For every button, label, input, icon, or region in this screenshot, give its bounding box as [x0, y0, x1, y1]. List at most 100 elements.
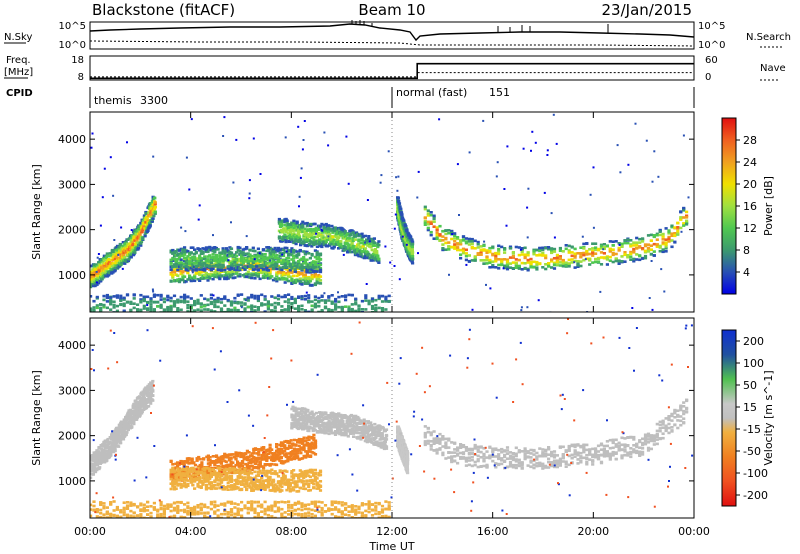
- range-cell: [337, 247, 341, 250]
- range-cell: [658, 230, 662, 233]
- range-cell: [488, 261, 492, 264]
- range-cell: [470, 237, 474, 241]
- range-cell: [296, 225, 300, 229]
- range-cell: [97, 450, 101, 453]
- range-cell: [511, 251, 515, 254]
- range-cell: [169, 280, 173, 283]
- range-cell: [370, 307, 375, 310]
- range-cell: [199, 249, 203, 253]
- range-cell: [209, 248, 213, 252]
- range-cell: [171, 265, 175, 268]
- scatter-cell: [252, 137, 255, 140]
- range-cell: [285, 221, 289, 224]
- range-cell: [447, 231, 451, 235]
- range-cell: [223, 254, 227, 257]
- scatter-cell: [188, 188, 191, 191]
- scatter-cell: [485, 283, 487, 286]
- range-cell: [194, 261, 198, 265]
- range-cell: [374, 298, 378, 302]
- range-cell: [229, 300, 234, 303]
- range-cell: [567, 262, 571, 265]
- scatter-cell: [323, 292, 326, 295]
- range-cell: [290, 303, 294, 306]
- range-cell: [183, 246, 187, 249]
- range-cell: [602, 252, 606, 255]
- range-cell: [255, 267, 259, 271]
- range-cell: [223, 295, 227, 298]
- range-cell: [351, 313, 354, 316]
- range-cell: [283, 294, 287, 297]
- range-cell: [96, 314, 99, 317]
- range-cell: [119, 314, 122, 317]
- scatter-cell: [90, 146, 93, 149]
- range-cell: [265, 266, 269, 270]
- range-cell: [283, 295, 287, 299]
- range-cell: [384, 297, 388, 301]
- range-cell: [220, 315, 223, 318]
- range-cell: [453, 234, 457, 237]
- range-cell: [156, 315, 159, 318]
- range-cell: [576, 260, 580, 263]
- range-cell: [423, 223, 427, 226]
- scatter-cell: [398, 278, 401, 281]
- range-cell: [263, 298, 267, 301]
- range-cell: [623, 251, 627, 254]
- range-cell: [171, 274, 175, 278]
- range-cell: [664, 250, 668, 253]
- range-cell: [206, 279, 210, 282]
- range-cell: [280, 268, 284, 272]
- range-cell: [204, 248, 208, 252]
- range-cell: [204, 267, 208, 270]
- range-cell: [307, 282, 311, 285]
- range-cell: [273, 251, 277, 254]
- range-cell: [118, 423, 122, 426]
- range-cell: [429, 230, 433, 234]
- range-cell: [213, 300, 217, 303]
- range-cell: [228, 275, 232, 279]
- scatter-cell: [394, 213, 397, 216]
- range-cell: [459, 240, 463, 244]
- range-cell: [194, 267, 198, 270]
- range-cell: [287, 223, 291, 226]
- range-cell: [189, 279, 193, 283]
- range-cell: [186, 271, 190, 274]
- range-cell: [105, 300, 109, 303]
- range-cell: [599, 251, 604, 254]
- range-cell: [297, 309, 301, 312]
- range-cell: [268, 255, 272, 258]
- range-cell: [337, 300, 341, 304]
- range-cell: [377, 261, 381, 264]
- range-cell: [364, 314, 367, 317]
- range-cell: [305, 277, 309, 280]
- range-cell: [325, 227, 329, 231]
- range-cell: [255, 274, 259, 277]
- range-cell: [287, 293, 291, 296]
- scatter-cell: [634, 122, 637, 125]
- scatter-cell: [663, 290, 666, 293]
- range-cell: [291, 229, 295, 232]
- range-cell: [276, 277, 281, 280]
- range-cell: [136, 313, 139, 316]
- range-cell: [256, 308, 260, 311]
- range-cell: [435, 233, 439, 237]
- range-cell: [399, 211, 404, 214]
- range-cell: [213, 264, 217, 268]
- nsearch-tick-top: 10^5: [698, 21, 725, 32]
- range-cell: [293, 280, 297, 283]
- scatter-cell: [550, 212, 553, 215]
- range-cell: [315, 276, 319, 280]
- range-cell: [278, 258, 282, 261]
- range-cell: [191, 263, 195, 266]
- range-cell: [381, 314, 384, 317]
- station-title: Blackstone (fitACF): [92, 1, 235, 19]
- range-cell: [335, 230, 340, 234]
- range-cell: [331, 240, 335, 243]
- range-cell: [461, 249, 466, 253]
- range-cell: [303, 273, 307, 277]
- y-tick-label: 3000: [58, 178, 86, 191]
- range-cell: [564, 247, 568, 251]
- range-cell: [302, 273, 306, 276]
- range-cell: [350, 241, 354, 245]
- range-cell: [315, 251, 319, 254]
- scatter-cell: [198, 204, 201, 207]
